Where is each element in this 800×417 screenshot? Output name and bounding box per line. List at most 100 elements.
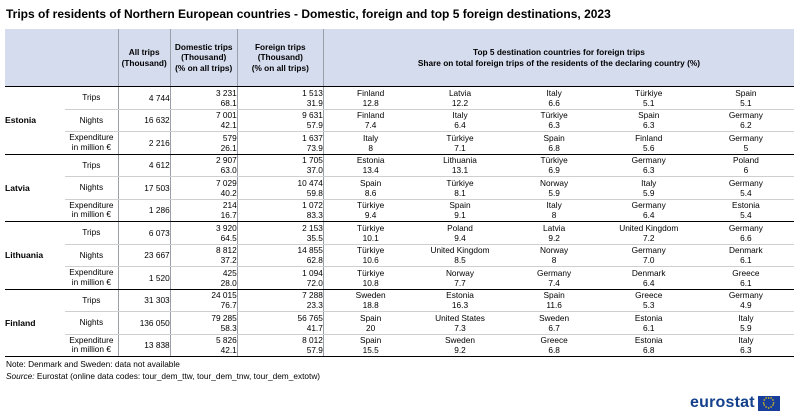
domestic-trips-share: 26.1: [220, 142, 237, 153]
destination-share: 5.3: [642, 300, 655, 311]
foreign-trips-share: 62.8: [306, 255, 323, 266]
destination-cell: Norway 7.7: [411, 266, 509, 290]
destination-share: 6.9: [548, 165, 560, 176]
destination-share: 6.8: [548, 345, 560, 356]
domestic-trips-value: 24 015: [211, 290, 237, 301]
domestic-trips-share: 42.1: [220, 345, 237, 356]
metric-label-line: Nights: [79, 114, 104, 125]
metric-label-line: Expenditure: [69, 132, 114, 143]
destination-share: 7.0: [642, 255, 655, 266]
destination-country: Spain: [360, 312, 382, 323]
destination-share: 15.5: [362, 345, 379, 356]
destination-share: 6.3: [642, 165, 655, 176]
destination-share: 6.2: [740, 120, 752, 131]
metric-label-line: Trips: [82, 159, 101, 170]
foreign-trips-share: 57.9: [306, 120, 323, 131]
destination-share: 5.9: [740, 322, 752, 333]
destination-country: Türkiye: [540, 110, 568, 121]
destination-cell: Latvia 9.2: [508, 221, 600, 245]
table-row: Lithuania Trips 6 073 3 920 64.5 2 153 35.5 Tür…: [5, 221, 794, 290]
trips-table: All trips (Thousand) Domestic trips (Thous…: [5, 29, 794, 357]
all-trips-value: 4 744: [118, 86, 171, 110]
destination-share: 8: [551, 210, 557, 221]
destination-cell: Italy 6.4: [411, 109, 509, 132]
destination-country: Italy: [546, 200, 562, 211]
metric-label: Nights: [65, 109, 119, 132]
destination-cell: Spain 6.8: [508, 131, 600, 155]
destination-cell: Spain 6.3: [599, 109, 698, 132]
domestic-trips-value: 3 231: [216, 87, 237, 98]
domestic-trips-value: 79 285: [211, 312, 237, 323]
table-row: Nights 16 632 7 001 42.1 9 631 57.9 Finland 7.4…: [5, 109, 794, 132]
domestic-trips-share: 63.0: [220, 165, 237, 176]
destination-share: 6.1: [642, 322, 655, 333]
metric-label-line: Trips: [82, 227, 101, 237]
destination-cell: Poland 6: [697, 154, 794, 177]
destination-country: Germany: [728, 110, 763, 121]
metric-label: Trips: [65, 86, 119, 110]
table-row: Estonia Trips 4 744 3 231 68.1 1 513 31.9 Finla…: [5, 86, 794, 155]
flag-star-icon: ★: [762, 398, 766, 402]
destination-share: 7.1: [454, 142, 466, 153]
foreign-trips-share: 41.7: [306, 322, 323, 333]
table-row: Expenditure in million €1 286 214 16.7 1 072…: [5, 199, 794, 222]
destination-cell: Greece 6.8: [508, 334, 600, 357]
destination-country: Türkiye: [357, 200, 385, 211]
metric-label: Expenditure in million €: [65, 131, 119, 155]
foreign-trips-share: 57.9: [306, 345, 323, 356]
destination-cell: Finland 5.6: [599, 131, 698, 155]
destination-country: Türkiye: [357, 222, 385, 233]
header-foreign-trips: Foreign trips (Thousand) (% on all trips): [237, 29, 324, 87]
destination-country: Denmark: [631, 267, 666, 278]
metric-label: Expenditure in million €: [65, 199, 119, 222]
destination-cell: Türkiye 6.3: [508, 109, 600, 132]
foreign-trips-share: 83.3: [306, 210, 323, 221]
metric-label: Nights: [65, 244, 119, 267]
destination-country: Sweden: [355, 290, 386, 301]
destination-share: 6.1: [740, 277, 752, 288]
destination-cell: Türkiye 9.4: [323, 199, 412, 222]
destination-share: 8: [368, 142, 373, 153]
metric-label-line: in million €: [71, 276, 111, 287]
destination-cell: Italy 8: [323, 131, 412, 155]
destination-share: 5.1: [642, 97, 655, 108]
destination-country: Germany: [728, 290, 763, 301]
destination-cell: Estonia 5.4: [697, 199, 794, 222]
destination-share: 6.6: [740, 232, 752, 243]
table-title: Trips of residents of Northern European …: [6, 7, 611, 21]
destination-country: Norway: [540, 245, 569, 256]
destination-country: Germany: [631, 245, 666, 256]
destination-country: Türkiye: [357, 245, 385, 256]
metric-label: Trips: [65, 289, 119, 312]
flag-star-icon: ★: [771, 403, 775, 407]
country-name: Finland: [5, 289, 66, 357]
destination-country: Greece: [540, 335, 568, 346]
destination-country: Italy: [363, 132, 379, 143]
destination-share: 5.4: [740, 210, 752, 221]
foreign-trips-cell: 1 094 72.0: [237, 266, 324, 290]
destination-share: 5.4: [740, 187, 752, 198]
destination-country: Norway: [540, 177, 569, 188]
destination-cell: Italy 5.9: [697, 311, 794, 335]
domestic-trips-cell: 3 231 68.1: [170, 86, 238, 110]
all-trips-value: 13 838: [118, 334, 171, 357]
domestic-trips-cell: 79 285 58.3: [170, 311, 238, 335]
domestic-trips-cell: 3 920 64.5: [170, 221, 238, 245]
destination-cell: United Kingdom 7.2: [599, 221, 698, 245]
domestic-trips-cell: 579 26.1: [170, 131, 238, 155]
destination-country: Spain: [735, 87, 757, 98]
foreign-trips-value: 1 637: [302, 132, 323, 143]
flag-star-icon: ★: [762, 403, 766, 407]
destination-country: Spain: [360, 335, 382, 346]
destination-cell: United Kingdom 8.5: [411, 244, 509, 267]
domestic-trips-value: 7 029: [216, 177, 237, 188]
destination-share: 20: [366, 322, 376, 333]
table-row: Latvia Trips 4 612 2 907 63.0 1 705 37.0 Estoni…: [5, 154, 794, 222]
destination-country: Estonia: [634, 312, 663, 323]
destination-cell: Türkiye 10.6: [323, 244, 412, 267]
note-text: Note: Denmark and Sweden: data not avail…: [6, 359, 180, 369]
destination-share: 10.6: [362, 255, 379, 266]
foreign-trips-cell: 1 513 31.9: [237, 86, 324, 110]
destination-country: Finland: [357, 110, 385, 121]
destination-share: 6.3: [548, 120, 560, 131]
